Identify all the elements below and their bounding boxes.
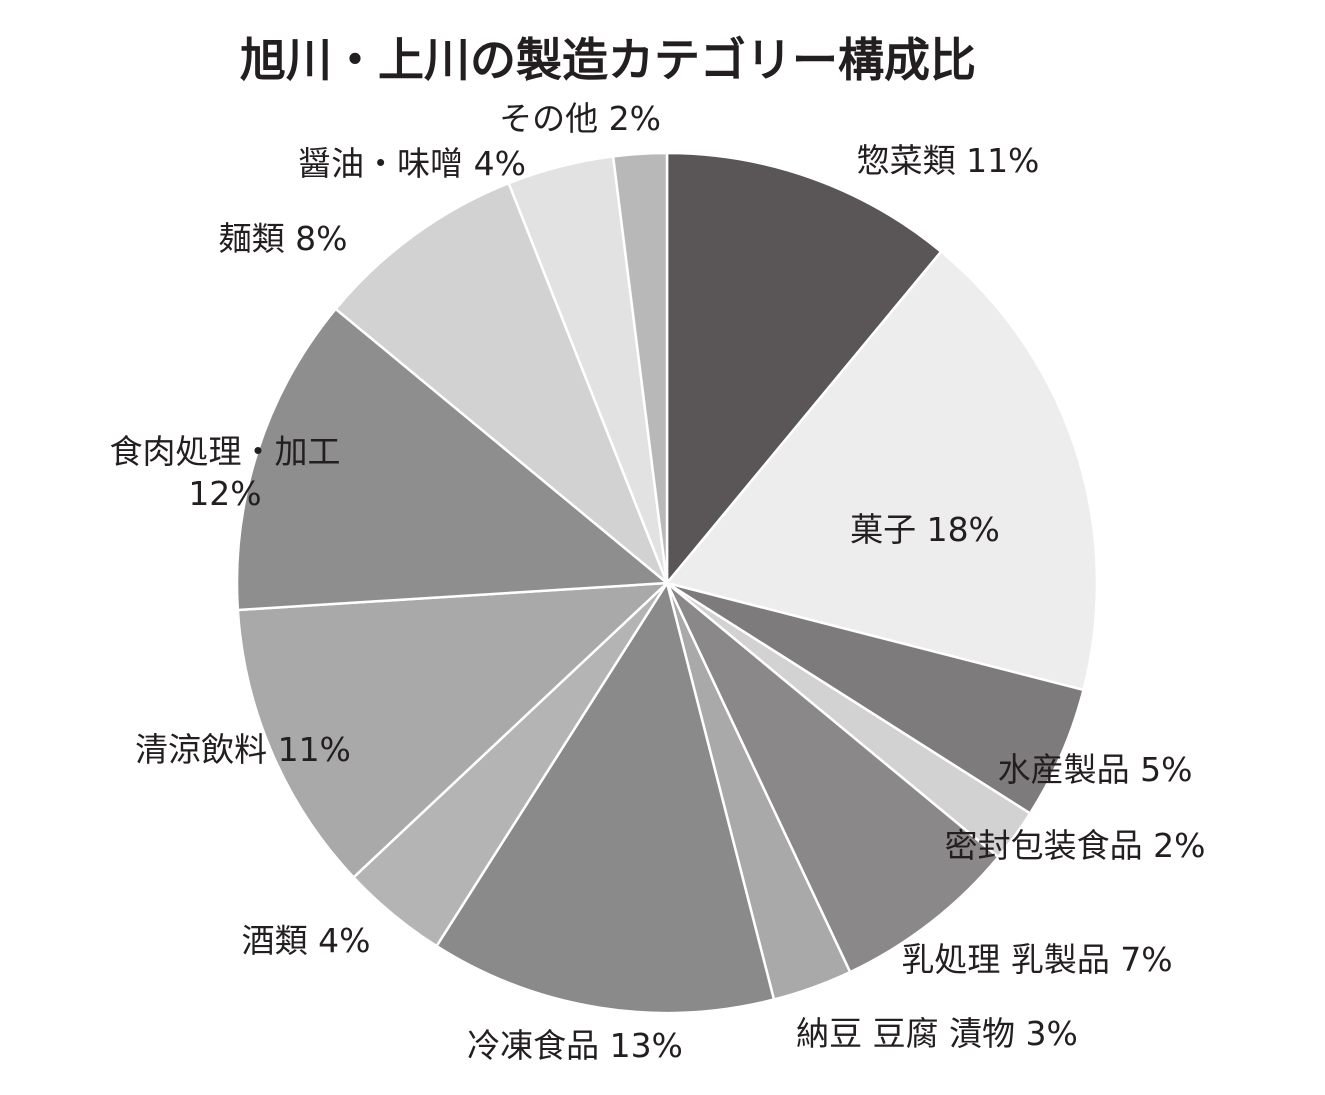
pie-slice-label: 冷凍食品 13% xyxy=(467,1026,683,1065)
pie-slice-label: 酒類 4% xyxy=(242,921,371,960)
chart-title: 旭川・上川の製造カテゴリー構成比 xyxy=(240,33,976,87)
pie-slice xyxy=(235,307,671,612)
pie-slice xyxy=(434,579,776,1015)
pie-slice-label: 麺類 8% xyxy=(219,219,348,258)
pie-slice-label: 納豆 豆腐 漬物 3% xyxy=(796,1014,1078,1053)
pie-slice xyxy=(333,181,669,584)
pie-slice-label: 菓子 18% xyxy=(850,510,1000,549)
pie-slice-label: 密封包装食品 2% xyxy=(945,826,1206,865)
pie-slice xyxy=(664,249,1099,692)
pie-slice-label: 惣菜類 11% xyxy=(857,141,1040,180)
pie-slice-label: 醤油・味噌 4% xyxy=(298,144,526,183)
pie-slice-label: 水産製品 5% xyxy=(998,750,1193,789)
pie-slice-label: 食肉処理・加工 xyxy=(110,432,341,471)
pie-slice xyxy=(665,151,943,587)
pie-slices xyxy=(235,151,1099,1015)
pie-slice xyxy=(236,581,671,880)
pie-slice xyxy=(611,151,669,584)
pie-labels: 惣菜類 11% 菓子 18% 水産製品 5% 密封包装食品 2% 乳処理 乳製品 7% 納… xyxy=(110,99,1206,1065)
pie-slice-label: その他 2% xyxy=(499,99,661,138)
pie-slice-label: 清涼飲料 11% xyxy=(135,730,351,769)
pie-slice-label: 乳処理 乳製品 7% xyxy=(901,940,1172,979)
pie-slice xyxy=(665,582,1001,974)
pie-slice-label-value: 12% xyxy=(188,474,261,513)
